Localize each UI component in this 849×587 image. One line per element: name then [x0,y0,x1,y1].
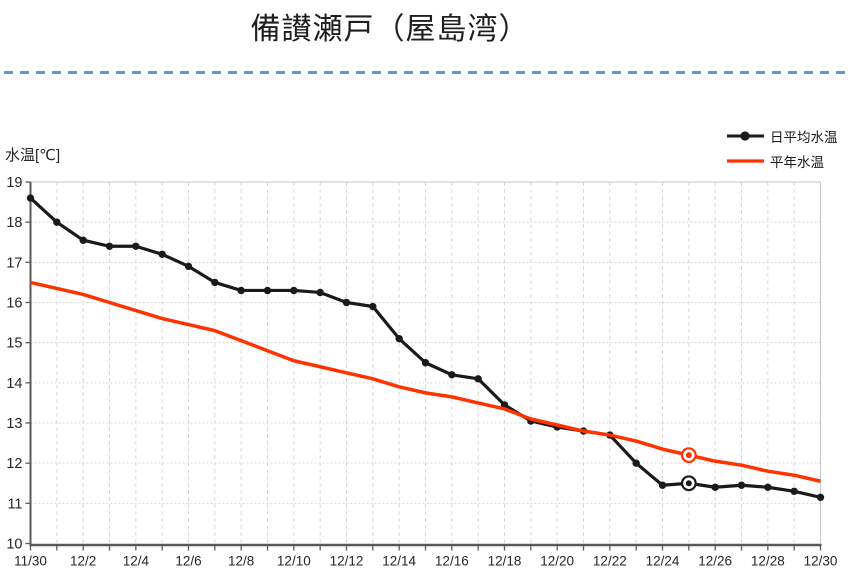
x-tick-label: 12/18 [488,554,522,569]
daily-series-point [711,483,719,491]
x-tick-label: 12/16 [435,554,469,569]
daily-series-point [448,371,456,379]
x-tick-label: 12/2 [70,554,96,569]
y-tick-label: 13 [6,416,22,432]
daily-series-highlight-dot [685,480,692,487]
daily-series-point [316,288,324,297]
daily-series-point [237,286,245,295]
x-tick-label: 12/28 [751,554,785,569]
daily-series-point [53,218,61,226]
x-tick-label: 12/14 [382,554,416,569]
daily-series-point [369,302,377,311]
x-tick-label: 12/24 [646,554,680,569]
x-tick-label: 11/30 [14,554,47,569]
daily-series-point [184,262,193,271]
x-tick-label: 12/26 [698,554,732,569]
legend-item-normal: 平年水温 [726,148,838,173]
x-tick-label: 12/4 [123,554,150,569]
y-tick-label: 10 [6,537,22,553]
daily-series-marker-icon [727,130,764,141]
daily-series-line [29,196,821,499]
daily-series-point [158,250,166,258]
y-tick-label: 14 [6,376,22,392]
daily-series-point [421,359,430,367]
daily-series-point [290,286,298,295]
x-tick-label: 12/10 [277,554,311,569]
daily-series-point [105,242,114,250]
y-tick-label: 18 [6,215,22,231]
x-tick-label: 12/8 [228,554,254,569]
daily-series-point [26,194,35,202]
daily-series-point [395,334,403,343]
chart-legend: 日平均水温 平年水温 [726,123,838,173]
daily-series-point [816,493,825,502]
legend-label-daily: 日平均水温 [770,129,838,145]
y-tick-label: 17 [6,255,22,271]
y-tick-label: 15 [6,336,22,352]
x-tick-label: 12/12 [330,554,364,569]
daily-series-point [764,483,772,491]
daily-series-point [342,298,351,307]
daily-series-point [790,487,798,495]
page-title: 備讃瀬戸（屋島湾） [250,13,530,46]
y-tick-label: 16 [6,296,22,312]
daily-series-point [474,375,482,383]
y-axis-title: 水温[℃] [5,147,61,164]
x-tick-label: 12/20 [540,554,574,569]
y-tick-label: 11 [7,496,22,512]
daily-series-point [263,286,272,295]
daily-series-point [211,278,219,287]
daily-series-point [132,242,140,250]
legend-label-normal: 平年水温 [770,154,824,170]
daily-series-point [632,459,640,467]
normal-series-highlight-dot [685,452,692,459]
legend-item-daily: 日平均水温 [726,123,838,148]
dashed-separator-line [4,71,846,74]
daily-series-point [658,481,667,489]
y-tick-label: 19 [6,175,22,191]
x-tick-label: 12/6 [175,554,201,569]
y-tick-label: 12 [6,456,22,472]
daily-series-point [79,236,87,244]
x-tick-label: 12/22 [593,554,627,569]
daily-series-point [737,481,746,489]
x-tick-label: 12/30 [804,554,838,569]
normal-series-marker-icon [727,158,764,163]
